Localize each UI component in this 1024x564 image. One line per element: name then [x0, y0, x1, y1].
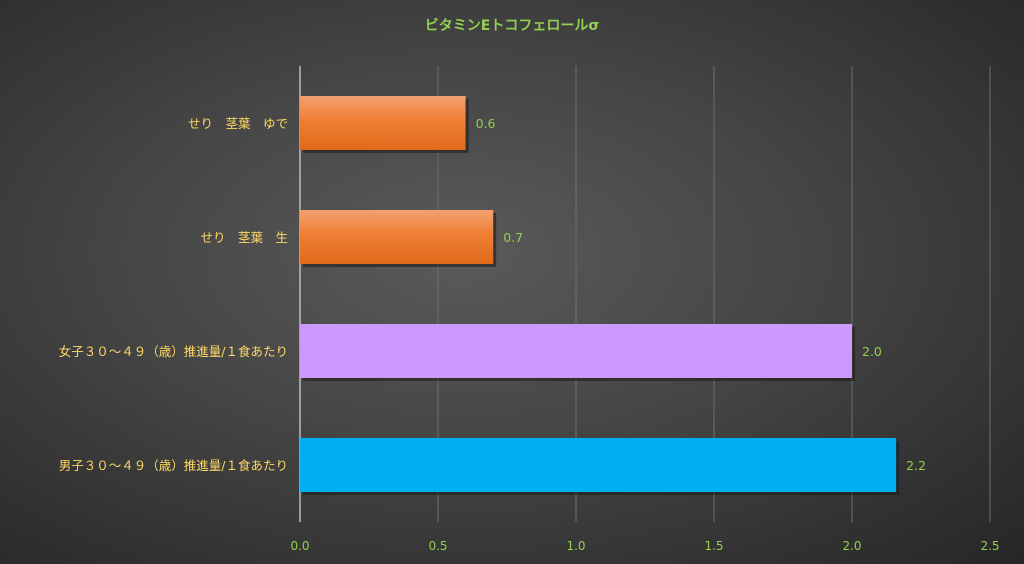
x-tick-label: 1.5 — [704, 539, 723, 553]
x-tick-label: 1.0 — [566, 539, 585, 553]
x-tick-label: 2.5 — [980, 539, 999, 553]
bar — [300, 438, 897, 492]
labels: 0.0 0.5 1.0 1.5 2.0 2.5 せり 茎葉 ゆで 0.6 せり 茎葉 生 0.7 女… — [59, 116, 1000, 553]
bar — [300, 210, 494, 264]
x-tick-label: 2.0 — [842, 539, 861, 553]
y-category-label: せり 茎葉 生 — [200, 230, 288, 245]
data-label: 0.6 — [476, 116, 496, 131]
data-label: 0.7 — [503, 230, 523, 245]
y-category-label: 男子３０～４９（歳）推進量/１食あたり — [59, 458, 288, 473]
y-category-label: せり 茎葉 ゆで — [188, 116, 288, 131]
x-tick-label: 0.0 — [290, 539, 309, 553]
data-label: 2.0 — [862, 344, 882, 359]
y-category-label: 女子３０～４９（歳）推進量/１食あたり — [59, 344, 288, 359]
bar — [300, 96, 466, 150]
x-tick-label: 0.5 — [428, 539, 447, 553]
data-label: 2.2 — [906, 458, 926, 473]
bar — [300, 324, 852, 378]
bars — [300, 96, 900, 495]
chart-title: ビタミンEトコフェロールσ — [425, 18, 600, 34]
